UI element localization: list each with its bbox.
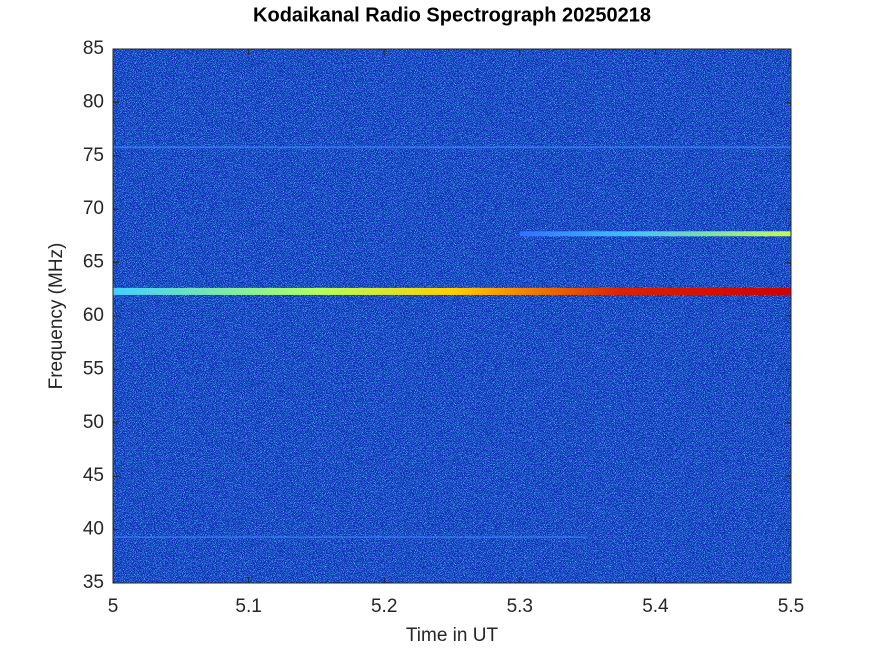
y-tick-label: 50 [83, 412, 104, 433]
y-tick-label: 60 [83, 305, 104, 326]
y-tick-label: 70 [83, 198, 104, 219]
x-axis-label: Time in UT [406, 625, 499, 646]
x-tick-label: 5.5 [778, 596, 804, 617]
y-tick-label: 40 [83, 519, 104, 540]
y-tick-label: 45 [83, 465, 104, 486]
y-tick-label: 35 [83, 572, 104, 593]
emission-band [113, 287, 791, 295]
x-tick-label: 5.2 [371, 596, 397, 617]
y-tick-label: 75 [83, 145, 104, 166]
y-tick-label: 80 [83, 91, 104, 112]
chart-title: Kodaikanal Radio Spectrograph 20250218 [253, 4, 651, 26]
noise [113, 49, 791, 583]
emission-band [113, 536, 588, 539]
x-tick-label: 5 [108, 596, 119, 617]
y-tick-label: 55 [83, 358, 104, 379]
y-tick-label: 65 [83, 252, 104, 273]
emission-band [519, 231, 791, 237]
emission-band [113, 146, 791, 149]
x-tick-label: 5.1 [235, 596, 261, 617]
y-tick-label: 85 [83, 38, 104, 59]
y-axis-label: Frequency (MHz) [46, 243, 67, 390]
x-tick-label: 5.3 [507, 596, 533, 617]
x-tick-label: 5.4 [642, 596, 669, 617]
